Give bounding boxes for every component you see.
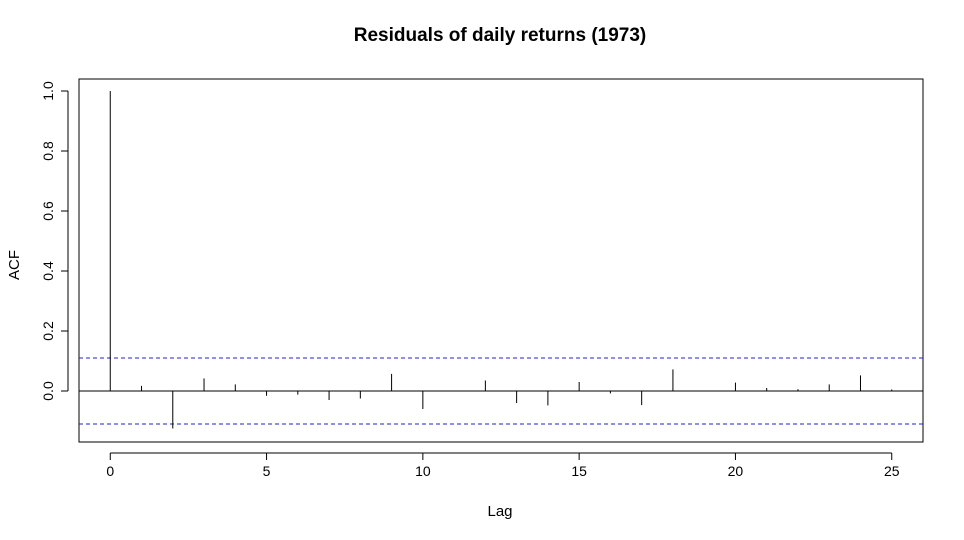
x-tick-label-25: 25 bbox=[884, 463, 900, 479]
x-axis-title: Lag bbox=[487, 503, 512, 520]
y-axis-title: ACF bbox=[6, 250, 23, 280]
y-tick-label-0.8: 0.8 bbox=[40, 141, 56, 161]
x-tick-label-0: 0 bbox=[106, 463, 114, 479]
y-tick-label-0.0: 0.0 bbox=[40, 381, 56, 401]
y-tick-label-0.6: 0.6 bbox=[40, 201, 56, 221]
y-tick-label-0.2: 0.2 bbox=[40, 321, 56, 341]
x-tick-label-20: 20 bbox=[728, 463, 744, 479]
plot-area: 0 5 10 15 20 25 0.0 0.2 0.4 0.6 0.8 1.0 bbox=[40, 78, 924, 479]
chart-title: Residuals of daily returns (1973) bbox=[354, 25, 647, 46]
y-tick-label-1.0: 1.0 bbox=[40, 81, 56, 101]
y-tick-label-0.4: 0.4 bbox=[40, 261, 56, 281]
plot-frame bbox=[78, 78, 924, 443]
x-tick-label-10: 10 bbox=[415, 463, 431, 479]
x-tick-label-5: 5 bbox=[263, 463, 271, 479]
x-tick-label-15: 15 bbox=[571, 463, 587, 479]
